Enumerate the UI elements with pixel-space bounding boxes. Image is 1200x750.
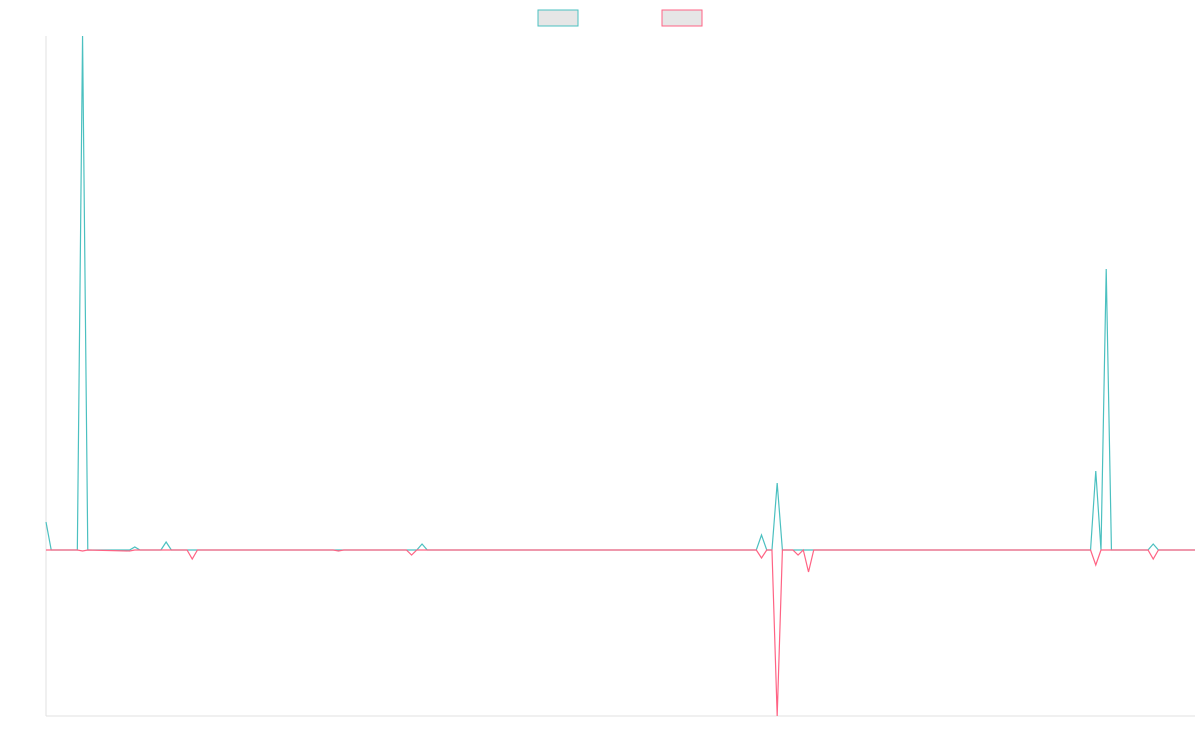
legend-swatch xyxy=(537,9,579,27)
series-line xyxy=(46,548,1195,717)
series-line xyxy=(45,35,1195,551)
legend-swatch xyxy=(661,9,703,27)
